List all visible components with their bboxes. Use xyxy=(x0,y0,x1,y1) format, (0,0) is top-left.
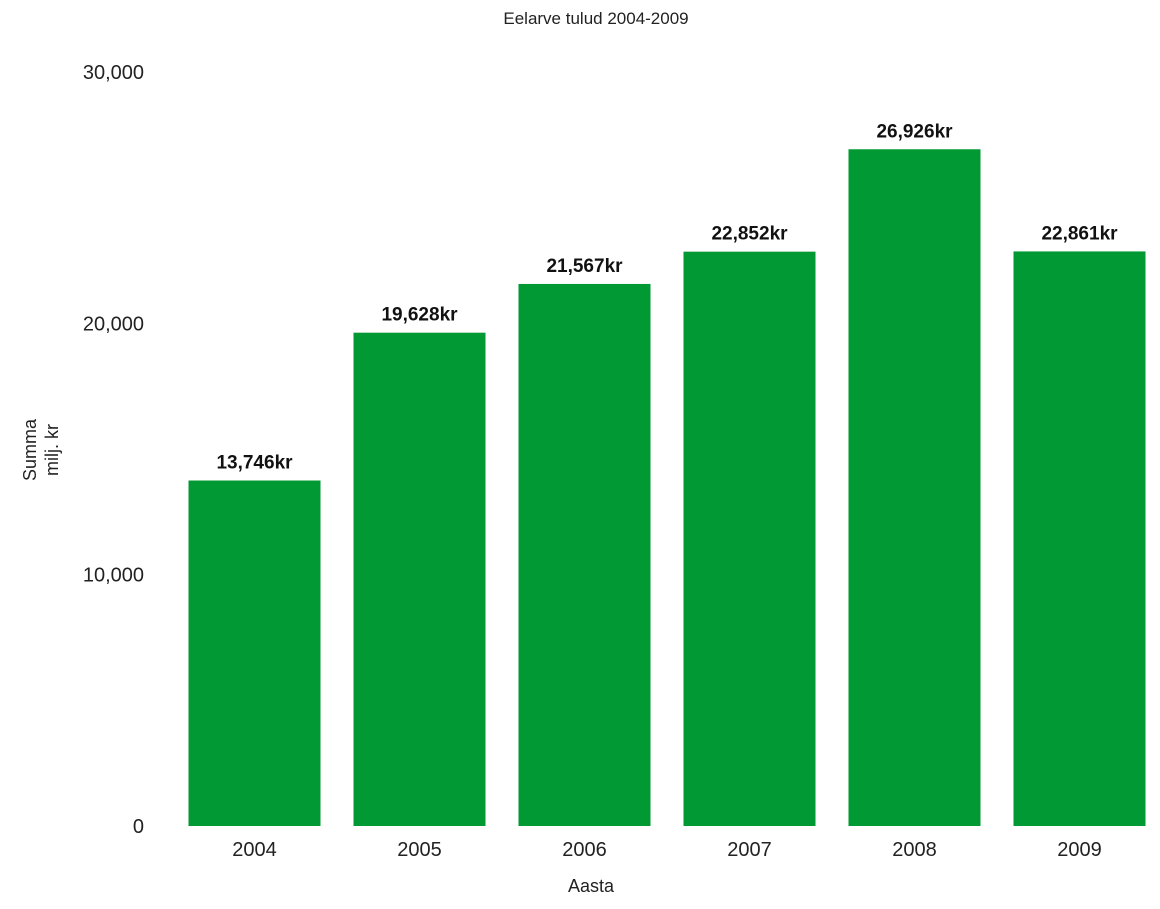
y-tick-label: 20,000 xyxy=(83,313,144,335)
data-label: 19,628kr xyxy=(381,305,458,326)
data-label: 22,852kr xyxy=(711,224,788,245)
y-axis-label-line-2: milj. kr xyxy=(42,424,62,476)
data-label: 21,567kr xyxy=(546,256,623,277)
x-tick-label: 2004 xyxy=(232,839,277,861)
x-axis-label: Aasta xyxy=(568,876,615,896)
bar-2009 xyxy=(1013,251,1146,826)
data-label: 26,926kr xyxy=(876,121,953,142)
bar-2006 xyxy=(518,283,651,826)
bar-2007 xyxy=(683,251,816,826)
bar-2005 xyxy=(353,332,486,826)
x-tick-label: 2006 xyxy=(562,839,607,861)
y-tick-label: 10,000 xyxy=(83,565,144,587)
x-tick-labels: 2004 2005 2006 2007 2008 2009 xyxy=(232,839,1102,861)
y-axis-label: Summa milj. kr xyxy=(20,418,62,481)
data-label: 22,861kr xyxy=(1041,223,1118,244)
y-tick-label: 30,000 xyxy=(83,62,144,84)
bar-2004 xyxy=(188,480,321,826)
bar-2008 xyxy=(848,149,981,826)
x-tick-label: 2005 xyxy=(397,839,442,861)
x-tick-label: 2007 xyxy=(727,839,772,861)
y-axis-label-line-1: Summa xyxy=(20,418,40,481)
chart-title: Eelarve tulud 2004-2009 xyxy=(503,9,688,28)
x-tick-label: 2009 xyxy=(1057,839,1102,861)
data-labels: 13,746kr 19,628kr 21,567kr 22,852kr 26,926kr… xyxy=(216,121,1118,473)
y-tick-labels: 0 10,000 20,000 30,000 xyxy=(83,62,144,838)
y-tick-label: 0 xyxy=(133,816,144,838)
x-tick-label: 2008 xyxy=(892,839,937,861)
bars xyxy=(188,149,1146,826)
data-label: 13,746kr xyxy=(216,453,293,474)
